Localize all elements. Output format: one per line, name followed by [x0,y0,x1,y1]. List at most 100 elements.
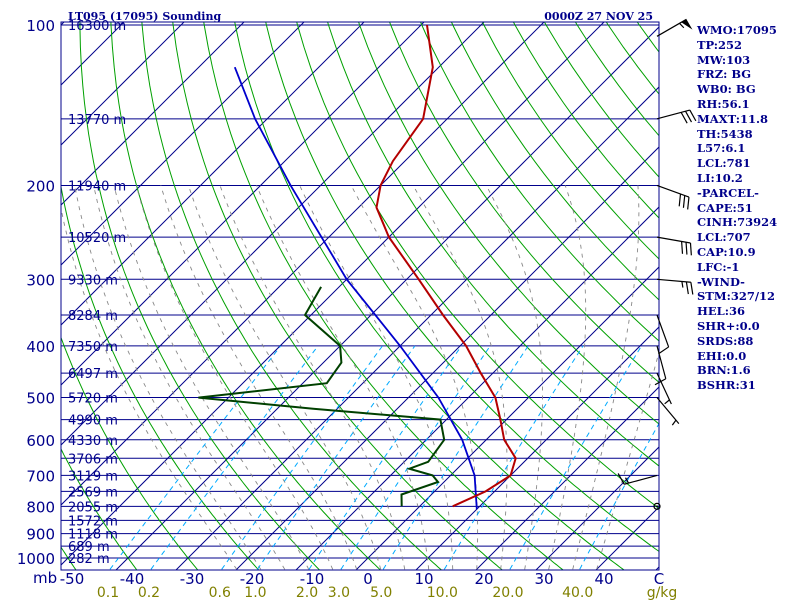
mixing-ratio-line [221,345,383,570]
mixing-ratio-unit: g/kg [647,585,678,600]
height-label: 3706 m [68,452,118,467]
height-label: 10520 m [68,231,126,246]
sounding-indices-panel: WMO:17095 TP:252 MW:103 FRZ: BG WB0: BG RH:56… [697,23,800,393]
mixing-ratio-label: 2.0 [296,585,318,600]
moist-adiabat [74,185,262,570]
sounding-index: BRN:1.6 [697,363,751,378]
height-label: 5720 m [68,392,118,407]
height-label: 2055 m [68,500,118,515]
isotherm-line [61,22,425,386]
temperature-tick-label: -30 [180,570,205,588]
dry-adiabat [203,22,564,570]
height-label: 2569 m [68,485,118,500]
dry-adiabat [79,22,321,570]
sounding-index: EHI:0.0 [697,348,747,363]
pressure-tick-label: 300 [26,271,55,289]
grid-layer [0,0,659,580]
sounding-index: MAXT:11.8 [697,111,768,126]
temperature-tick-label: 20 [474,570,493,588]
sounding-index: RH:56.1 [697,96,750,111]
moist-adiabat [187,185,382,570]
isotherm-line [295,206,659,570]
wind-barb [656,236,692,256]
wind-barb [656,18,693,37]
wind-barbs [617,18,697,510]
height-label: 1572 m [68,514,118,529]
moist-adiabat [485,185,543,570]
dry-adiabat [420,22,659,342]
dry-adiabat [141,22,443,570]
pressure-tick-label: 800 [26,498,55,516]
dry-adiabat [234,22,625,570]
height-label: 1118 m [68,528,118,543]
moist-adiabat [61,206,238,570]
sounding-index: CAPE:51 [697,200,753,215]
sounding-index: -WIND- [697,274,745,289]
sounding-index: WB0: BG [697,82,756,97]
pressure-tick-label: 200 [26,177,55,195]
mixing-ratio-label: 0.1 [97,585,119,600]
wind-barb [656,278,694,295]
moist-adiabat [113,185,310,570]
mixing-ratio-label: 1.0 [244,585,266,600]
temperature-tick-label: 40 [594,570,613,588]
height-label: 282 m [68,552,110,567]
dry-adiabat [61,447,138,570]
pressure-tick-label: 500 [26,390,55,408]
moist-adiabat [160,185,358,570]
height-label: 689 m [68,540,110,555]
dry-adiabat [0,0,21,580]
wind-barb [656,184,690,210]
wind-barb [656,397,680,426]
height-label: 3119 m [68,469,118,484]
height-label: 9330 m [68,273,118,288]
mixing-ratio-line [509,345,642,570]
height-label: 4990 m [68,414,118,429]
isotherm-line [61,22,605,566]
mixing-ratio-label: 40.0 [562,585,593,600]
dry-adiabat [481,22,659,260]
dry-adiabat [172,22,504,570]
temperature-tick-label: 0 [363,570,373,588]
isotherm-line [0,0,59,580]
height-label: 6497 m [68,367,118,382]
height-label: 13770 m [68,113,126,128]
sounding-index: SHR+:0.0 [697,318,760,333]
height-label: 4330 m [68,434,118,449]
dry-adiabat [450,22,659,301]
dewpoint-profile-line [198,286,446,507]
dry-adiabat [61,184,260,570]
pressure-unit-label: mb [33,569,57,587]
sounding-index: FRZ: BG [697,67,752,82]
isotherm-line [61,22,485,446]
temperature-tick-label: -40 [120,570,145,588]
height-label: 16300 m [68,19,126,34]
dry-adiabat [327,22,659,467]
mixing-ratio-line [150,345,319,570]
parcel-path-line [233,66,478,510]
wind-barb [656,372,672,405]
sounding-index: L57:6.1 [697,141,746,156]
sounding-index: LCL:781 [697,156,751,171]
sounding-index: CINH:73924 [697,215,778,230]
mixing-ratio-line [256,345,416,570]
sounding-index: LI:10.2 [697,170,743,185]
temperature-tick-label: -10 [300,570,325,588]
temperature-unit-label: C [654,570,664,588]
wind-barb [617,473,658,485]
isotherm-line [61,22,245,206]
mixing-ratio-line [340,345,491,570]
wind-barb [656,314,670,355]
mixing-ratio-label: 5.0 [370,585,392,600]
temperature-tick-label: -50 [60,570,85,588]
dry-adiabat [389,22,659,383]
sounding-index: STM:327/12 [697,289,776,304]
mixing-ratio-label: 3.0 [328,585,350,600]
isotherm-line [415,326,659,570]
profile-layer [198,24,517,510]
temperature-profile-line [375,24,517,508]
mixing-ratio-label: 0.6 [209,585,231,600]
isotherm-line [175,86,659,570]
wind-barb [653,502,661,510]
